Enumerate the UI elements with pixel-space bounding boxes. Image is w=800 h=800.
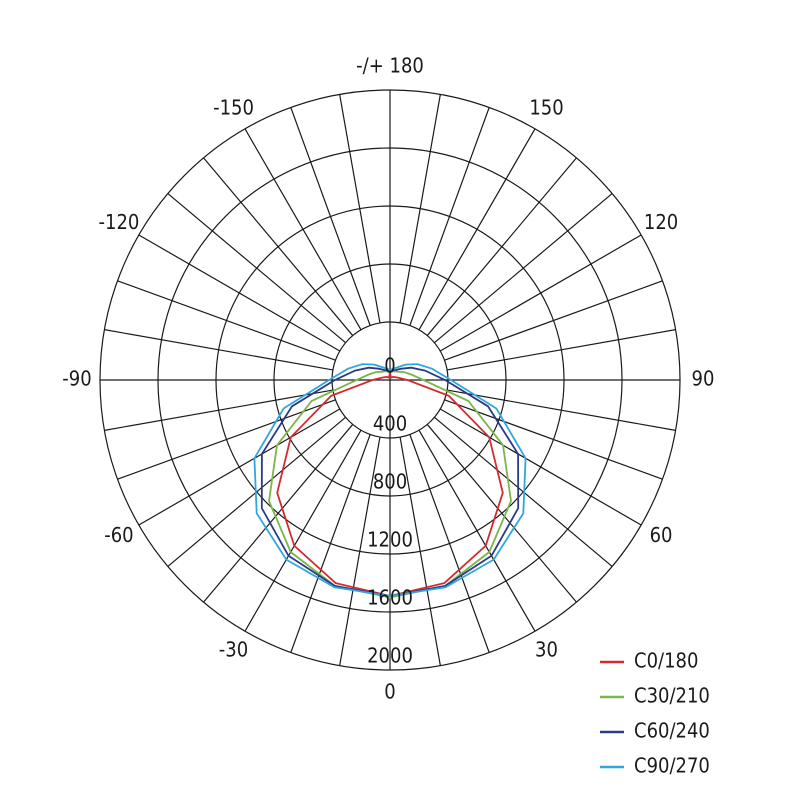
theta-tick-label: -30 bbox=[219, 638, 248, 662]
legend-label: C0/180 bbox=[634, 649, 698, 673]
ring bbox=[331, 321, 449, 439]
ring bbox=[157, 147, 623, 613]
r-tick-label: 800 bbox=[373, 470, 407, 494]
theta-tick-label: 0 bbox=[384, 680, 395, 704]
ring bbox=[99, 89, 681, 671]
intensity-curve bbox=[268, 370, 512, 599]
ring bbox=[273, 263, 507, 497]
legend: C0/180 C30/210 C60/240 C90/270 bbox=[600, 649, 710, 778]
r-tick-label: 400 bbox=[373, 412, 407, 436]
theta-tick-label: -120 bbox=[99, 210, 140, 234]
theta-tick-label: 90 bbox=[692, 367, 715, 391]
legend-label: C60/240 bbox=[634, 719, 710, 743]
theta-tick-label: -90 bbox=[62, 367, 91, 391]
theta-tick-label: -150 bbox=[213, 95, 254, 119]
ring bbox=[215, 205, 565, 555]
intensity-curve bbox=[253, 363, 527, 597]
theta-tick-label: 60 bbox=[650, 523, 673, 547]
r-tick-label: 0 bbox=[384, 354, 395, 378]
legend-label: C30/210 bbox=[634, 684, 710, 708]
theta-tick-label: -60 bbox=[104, 523, 133, 547]
legend-label: C90/270 bbox=[634, 754, 710, 778]
theta-tick-label: 30 bbox=[535, 638, 558, 662]
theta-tick-label: 150 bbox=[529, 95, 563, 119]
theta-tick-label: 120 bbox=[644, 210, 678, 234]
theta-tick-label: -/+ 180 bbox=[356, 54, 424, 78]
r-tick-label: 1200 bbox=[367, 528, 413, 552]
r-tick-label: 2000 bbox=[367, 644, 413, 668]
r-tick-label: 1600 bbox=[367, 586, 413, 610]
